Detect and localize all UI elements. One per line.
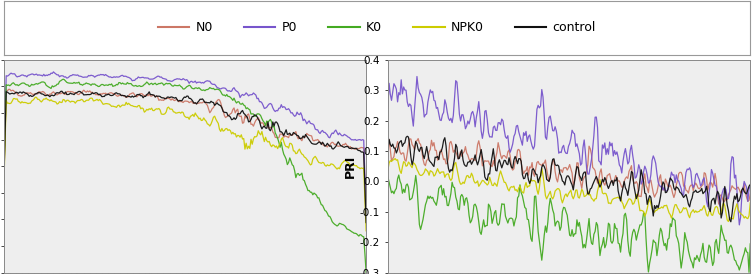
Y-axis label: PRI: PRI <box>345 155 357 178</box>
Legend: N0, P0, K0, NPK0, control: N0, P0, K0, NPK0, control <box>153 16 601 39</box>
